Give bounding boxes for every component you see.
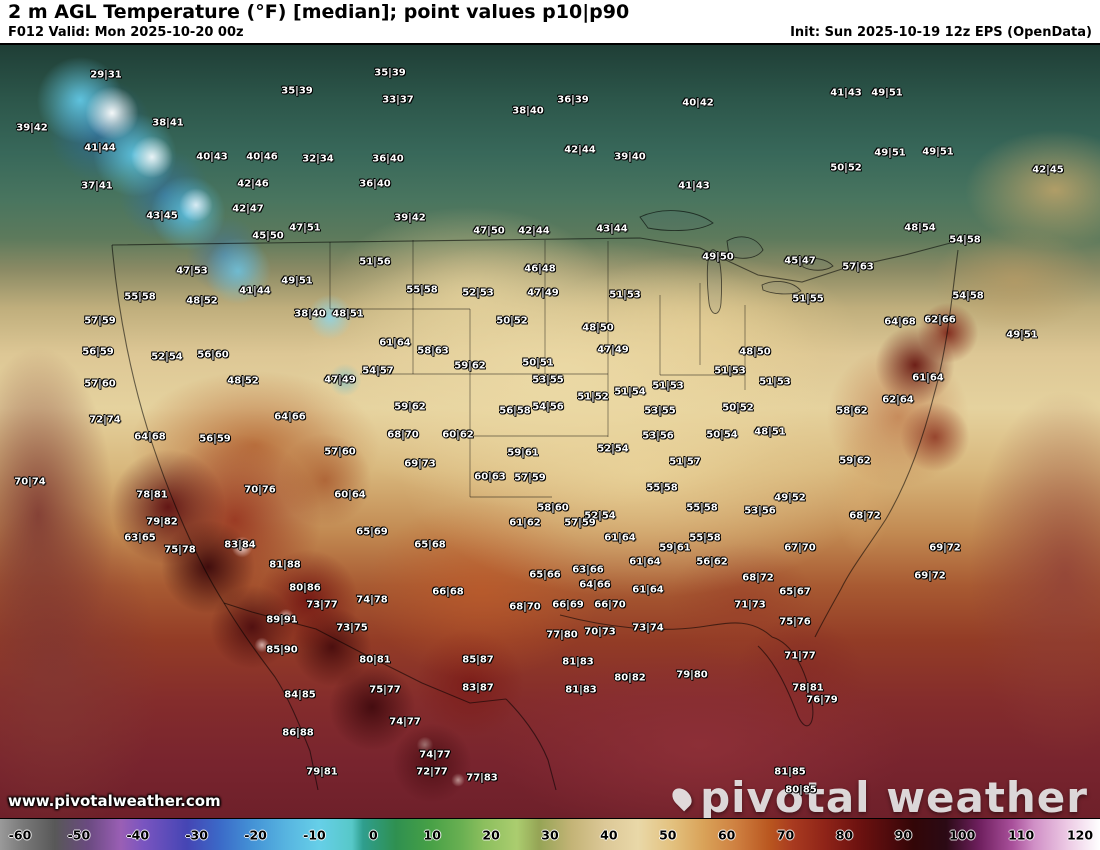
title-bar: 2 m AGL Temperature (°F) [median]; point…: [0, 0, 1100, 45]
colorbar-tick-label: -40: [126, 827, 150, 842]
colorbar-tick-label: 120: [1066, 827, 1094, 842]
colorbar-tick-label: -60: [8, 827, 32, 842]
colorbar: -60 -50 -40 -30 -20 -10 0 10 20 30 40 50 60 70 80 90 100…: [0, 818, 1100, 850]
colorbar-tick-label: -30: [185, 827, 208, 842]
page-title: 2 m AGL Temperature (°F) [median]; point…: [8, 1, 630, 23]
colorbar-tick-label: 50: [659, 827, 677, 842]
colorbar-tick-label: 100: [949, 827, 976, 842]
colorbar-gradient: [0, 819, 1100, 850]
map-canvas: www.pivotalweather.com pivotal weather: [0, 45, 1100, 818]
colorbar-tick-label: -20: [244, 827, 267, 842]
colorbar-tick-label: 30: [541, 827, 559, 842]
temperature-field: [0, 45, 1100, 818]
pivotal-weather-logo: pivotal weather: [668, 773, 1088, 818]
valid-time-label: F012 Valid: Mon 2025-10-20 00z: [8, 25, 244, 40]
watermark-url: www.pivotalweather.com: [8, 792, 221, 810]
colorbar-tick-label: -50: [67, 827, 91, 842]
colorbar-tick-label: 0: [368, 827, 378, 842]
colorbar-tick-label: -10: [303, 827, 326, 842]
colorbar-tick-label: 20: [482, 827, 500, 842]
colorbar-tick-label: 80: [835, 827, 854, 842]
colorbar-tick-label: 10: [423, 827, 441, 842]
colorbar-tick-label: 90: [894, 827, 913, 842]
init-time-label: Init: Sun 2025-10-19 12z EPS (OpenData): [790, 25, 1092, 40]
colorbar-ticks: -60 -50 -40 -30 -20 -10 0 10 20 30 40 50 60 70 80 90 100…: [0, 819, 1100, 850]
colorbar-tick-label: 110: [1008, 827, 1035, 842]
colorbar-tick-label: 60: [717, 827, 736, 842]
logo-text: pivotal weather: [700, 773, 1088, 818]
colorbar-tick-label: 40: [600, 827, 618, 842]
colorbar-tick-label: 70: [776, 827, 795, 842]
